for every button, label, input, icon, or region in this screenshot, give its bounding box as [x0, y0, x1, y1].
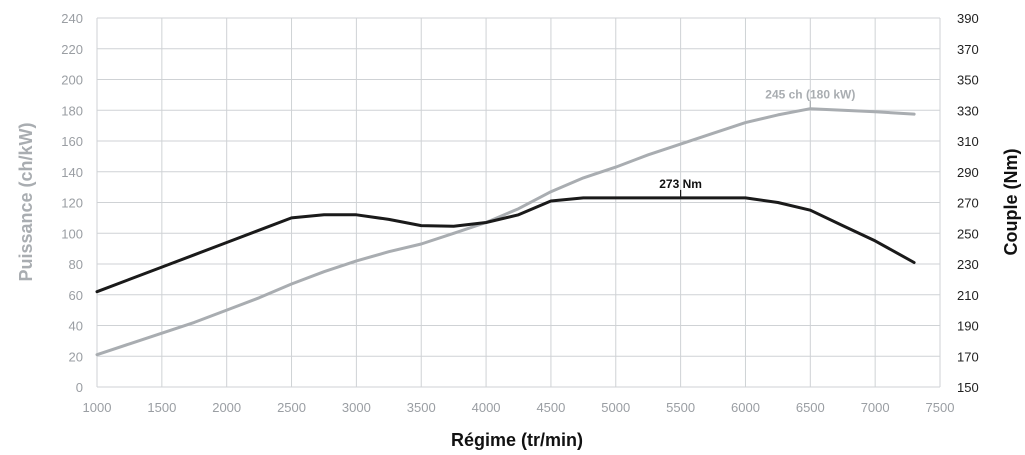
y-left-tick-label: 180: [61, 103, 83, 118]
peak-torque-label: 273 Nm: [659, 177, 702, 191]
torque-series-line: [95, 196, 916, 294]
y-right-tick-label: 350: [957, 73, 979, 88]
y-left-axis-title: Puissance (ch/kW): [16, 122, 36, 281]
y-left-tick-label: 80: [69, 257, 83, 272]
y-right-tick-label: 150: [957, 380, 979, 395]
series-lines: [95, 107, 916, 357]
y-right-tick-label: 390: [957, 11, 979, 26]
x-tick-label: 4500: [536, 400, 565, 415]
y-right-tick-label: 250: [957, 226, 979, 241]
y-left-tick-label: 60: [69, 288, 83, 303]
x-tick-label: 1000: [83, 400, 112, 415]
x-tick-label: 6500: [796, 400, 825, 415]
y-right-tick-labels: 150 170 190 210 230 250 270 290 310 330 350 370 390: [957, 11, 979, 395]
y-left-tick-label: 140: [61, 165, 83, 180]
y-left-tick-label: 20: [69, 349, 83, 364]
y-left-tick-label: 40: [69, 319, 83, 334]
y-right-tick-label: 290: [957, 165, 979, 180]
x-axis-title: Régime (tr/min): [451, 430, 583, 450]
y-left-tick-label: 120: [61, 196, 83, 211]
x-tick-labels: 1000 1500 2000 2500 3000 3500 4000 4500 5000 5500…: [83, 400, 955, 415]
annotations: 245 ch (180 kW) 273 Nm: [659, 88, 855, 198]
y-right-tick-label: 270: [957, 196, 979, 211]
y-right-tick-label: 210: [957, 288, 979, 303]
y-right-tick-label: 190: [957, 319, 979, 334]
x-tick-label: 3000: [342, 400, 371, 415]
y-left-tick-label: 100: [61, 226, 83, 241]
y-right-axis-title: Couple (Nm): [1001, 149, 1021, 256]
x-tick-label: 2500: [277, 400, 306, 415]
x-tick-label: 6000: [731, 400, 760, 415]
x-tick-label: 3500: [407, 400, 436, 415]
x-tick-label: 2000: [212, 400, 241, 415]
x-tick-label: 7500: [926, 400, 955, 415]
y-right-tick-label: 230: [957, 257, 979, 272]
y-left-tick-label: 0: [76, 380, 83, 395]
x-tick-label: 1500: [147, 400, 176, 415]
y-left-tick-label: 160: [61, 134, 83, 149]
x-tick-label: 7000: [861, 400, 890, 415]
y-left-tick-label: 220: [61, 42, 83, 57]
y-right-tick-label: 370: [957, 42, 979, 57]
y-right-tick-label: 170: [957, 349, 979, 364]
y-right-tick-label: 330: [957, 103, 979, 118]
y-left-tick-label: 240: [61, 11, 83, 26]
power-series-line: [95, 107, 916, 357]
x-tick-label: 5500: [666, 400, 695, 415]
peak-power-label: 245 ch (180 kW): [765, 88, 855, 102]
x-tick-label: 5000: [601, 400, 630, 415]
y-left-tick-label: 200: [61, 73, 83, 88]
grid-lines: [96, 17, 941, 388]
y-left-tick-labels: 0 20 40 60 80 100 120 140 160 180 200 220 240: [61, 11, 83, 395]
y-right-tick-label: 310: [957, 134, 979, 149]
x-tick-label: 4000: [472, 400, 501, 415]
